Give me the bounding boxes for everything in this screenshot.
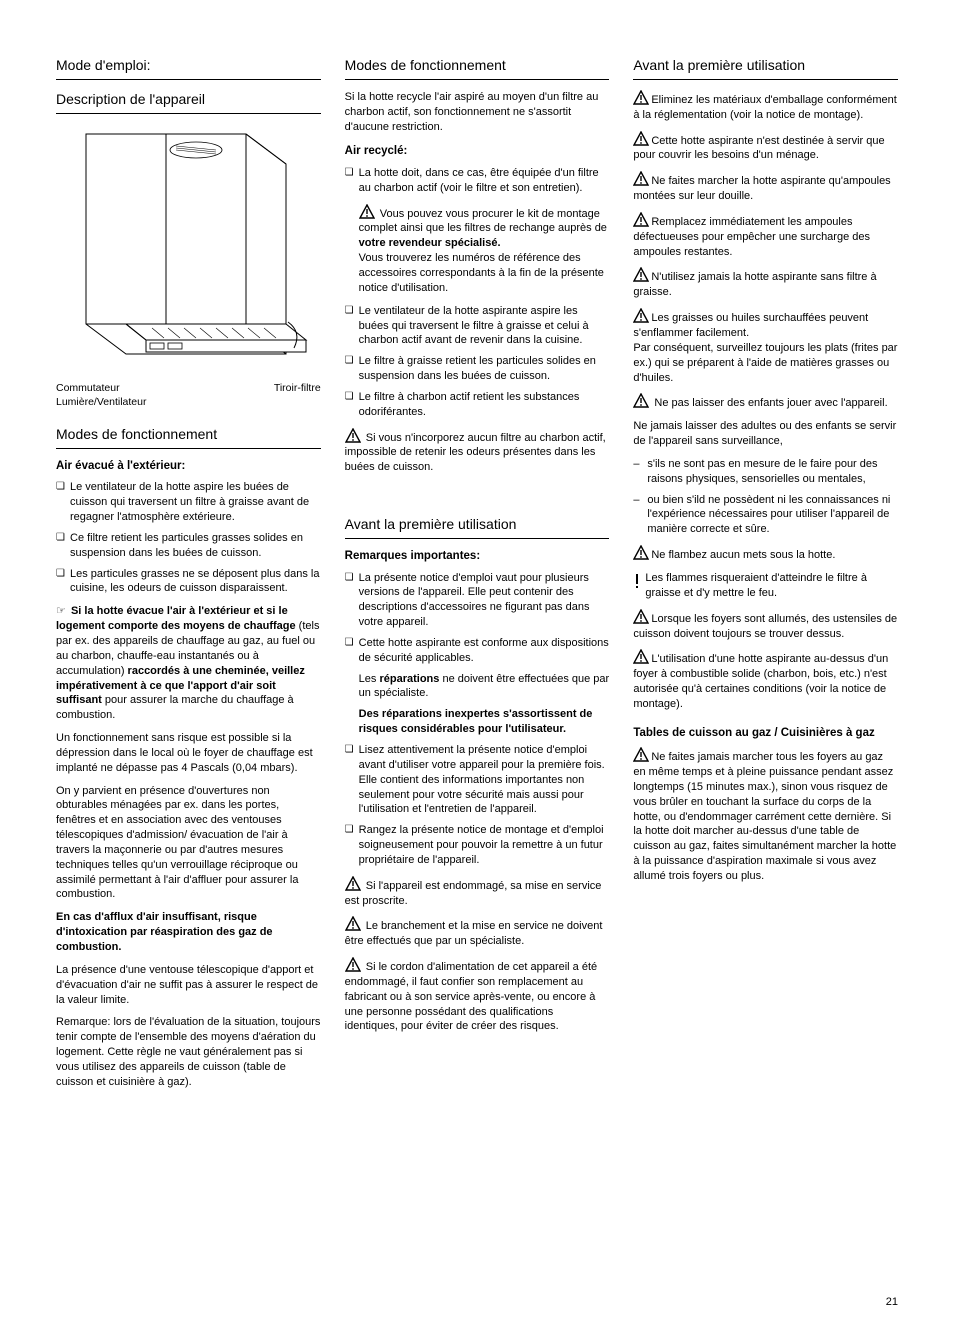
warning-icon (633, 267, 649, 283)
list-item: Ce filtre retient les particules grasses… (56, 531, 321, 561)
warn-hot-oil: Les graisses ou huiles surchauffées peuv… (633, 308, 898, 385)
column-3: Avant la première utilisation Eliminez l… (633, 56, 898, 1098)
warn-flambe: Ne flambez aucun mets sous la hotte. (633, 545, 898, 563)
warning-icon (345, 916, 361, 932)
heading-description: Description de l'appareil (56, 90, 321, 114)
warn-packaging: Eliminez les matériaux d'emballage confo… (633, 90, 898, 123)
caption-switch: Commutateur Lumière/Ventilateur (56, 381, 146, 409)
para-surveillance: Ne jamais laisser des adultes ou des enf… (633, 419, 898, 449)
list-item: Le ventilateur de la hotte aspire les bu… (56, 480, 321, 525)
warning-icon (345, 876, 361, 892)
list-item: Rangez la présente notice de montage et … (345, 823, 610, 868)
warning-icon (633, 609, 649, 625)
warn-children: Ne pas laisser des enfants jouer avec l'… (633, 393, 898, 411)
warn-solid-fuel: L'utilisation d'une hotte aspirante au-d… (633, 649, 898, 711)
heading-avant-1: Avant la première utilisation (345, 515, 610, 539)
para: Si la hotte recycle l'air aspiré au moye… (345, 90, 610, 135)
warning-icon (345, 957, 361, 973)
excl-flames: Les flammes risqueraient d'atteindre le … (633, 571, 898, 601)
para-bold-risk: En cas d'afflux d'air insuffisant, risqu… (56, 910, 321, 955)
list-item: ou bien s'ild ne possèdent ni les connai… (633, 493, 898, 538)
exclamation-icon (633, 573, 641, 589)
para: Remarque: lors de l'évaluation de la sit… (56, 1015, 321, 1089)
warning-icon (345, 428, 361, 444)
warning-icon (633, 131, 649, 147)
list-item: s'ils ne sont pas en mesure de le faire … (633, 457, 898, 487)
subhead-air-recycle: Air recyclé: (345, 144, 610, 160)
warn-connection: Le branchement et la mise en service ne … (345, 916, 610, 949)
warning-icon (633, 747, 649, 763)
warning-icon (633, 212, 649, 228)
list-item: Le filtre à charbon actif retient les su… (345, 390, 610, 420)
para: On y parvient en présence d'ouvertures n… (56, 784, 321, 903)
para: La présence d'une ventouse télescopique … (56, 963, 321, 1008)
list-item: La hotte doit, dans ce cas, être équipée… (345, 166, 610, 196)
warn-cord: Si le cordon d'alimentation de cet appar… (345, 957, 610, 1034)
hand-icon: ☞ (56, 605, 66, 617)
list-item: Lisez attentivement la présente notice d… (345, 743, 610, 817)
list-item: La présente notice d'emploi vaut pour pl… (345, 571, 610, 630)
list-item: Cette hotte aspirante est conforme aux d… (345, 636, 610, 737)
list-recycle-1: La hotte doit, dans ce cas, être équipée… (345, 166, 610, 196)
appliance-figure: Commutateur Lumière/Ventilateur Tiroir-f… (56, 124, 321, 409)
list-item: Le filtre à graisse retient les particul… (345, 354, 610, 384)
warn-gas-burners: Ne faites jamais marcher tous les foyers… (633, 747, 898, 884)
list-remarques: La présente notice d'emploi vaut pour pl… (345, 571, 610, 868)
warn-replace-bulbs: Remplacez immédiatement les ampoules déf… (633, 212, 898, 260)
warning-icon (359, 204, 375, 220)
warn-no-grease-filter: N'utilisez jamais la hotte aspirante san… (633, 267, 898, 300)
heading-modes-2: Modes de fonctionnement (345, 56, 610, 80)
column-2: Modes de fonctionnement Si la hotte recy… (345, 56, 610, 1098)
warn-block-kit: Vous pouvez vous procurer le kit de mont… (345, 204, 610, 296)
caption-drawer: Tiroir-filtre (274, 381, 321, 409)
warn-damaged: Si l'appareil est endommagé, sa mise en … (345, 876, 610, 909)
para-chimney-warning: ☞ Si la hotte évacue l'air à l'extérieur… (56, 604, 321, 723)
list-air-ext: Le ventilateur de la hotte aspire les bu… (56, 480, 321, 596)
warning-icon (633, 649, 649, 665)
warn-no-filter: Si vous n'incorporez aucun filtre au cha… (345, 428, 610, 476)
list-item: Les particules grasses ne se déposent pl… (56, 567, 321, 597)
list-recycle-2: Le ventilateur de la hotte aspirante asp… (345, 304, 610, 420)
heading-mode-emploi: Mode d'emploi: (56, 56, 321, 80)
warning-icon (633, 308, 649, 324)
list-item: Le ventilateur de la hotte aspirante asp… (345, 304, 610, 349)
page-number: 21 (886, 1295, 898, 1310)
warning-icon (633, 393, 649, 409)
warning-icon (633, 545, 649, 561)
column-1: Mode d'emploi: Description de l'appareil (56, 56, 321, 1098)
warn-bulbs: Ne faites marcher la hotte aspirante qu'… (633, 171, 898, 204)
warning-icon (633, 171, 649, 187)
subhead-gas: Tables de cuisson au gaz / Cuisinières à… (633, 726, 898, 742)
list-surveillance: s'ils ne sont pas en mesure de le faire … (633, 457, 898, 537)
heading-modes-1: Modes de fonctionnement (56, 425, 321, 449)
warn-burners: Lorsque les foyers sont allumés, des ust… (633, 609, 898, 642)
warning-icon (633, 90, 649, 106)
warn-household: Cette hotte aspirante n'est destinée à s… (633, 131, 898, 164)
subhead-remarques: Remarques importantes: (345, 549, 610, 565)
heading-avant-2: Avant la première utilisation (633, 56, 898, 80)
subhead-air-exterieur: Air évacué à l'extérieur: (56, 459, 321, 475)
para: Un fonctionnement sans risque est possib… (56, 731, 321, 776)
